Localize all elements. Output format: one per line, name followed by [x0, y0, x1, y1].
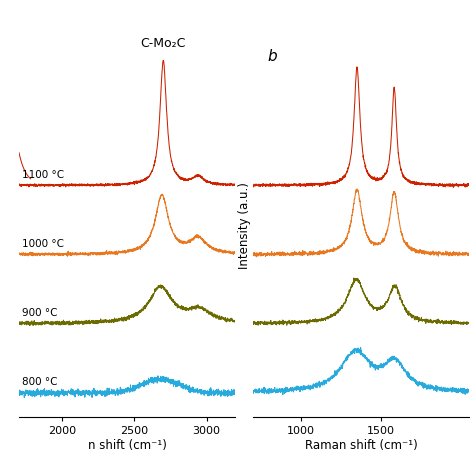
Text: 800 °C: 800 °C — [22, 377, 57, 387]
Text: 1000 °C: 1000 °C — [22, 239, 64, 249]
X-axis label: n shift (cm⁻¹): n shift (cm⁻¹) — [88, 439, 167, 452]
Text: C-Mo₂C: C-Mo₂C — [141, 37, 186, 50]
X-axis label: Raman shift (cm⁻¹): Raman shift (cm⁻¹) — [305, 439, 418, 452]
Y-axis label: Intensity (a.u.): Intensity (a.u.) — [238, 182, 251, 269]
Text: b: b — [268, 48, 278, 64]
Text: 900 °C: 900 °C — [22, 308, 57, 318]
Text: 1100 °C: 1100 °C — [22, 170, 64, 180]
